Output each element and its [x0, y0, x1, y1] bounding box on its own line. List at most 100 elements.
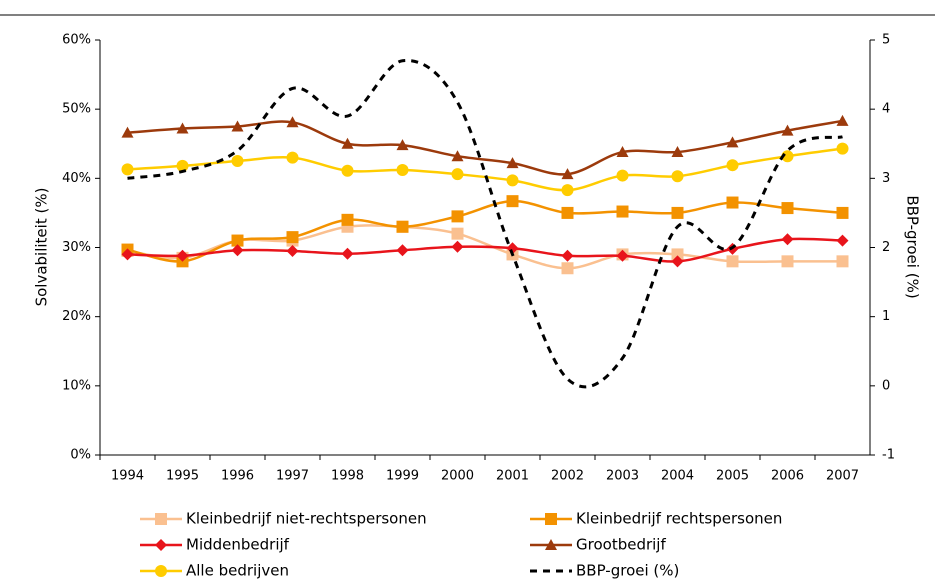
x-tick-label: 2004	[661, 469, 694, 484]
data-point	[286, 116, 299, 128]
y-tick-label: 30%	[62, 240, 91, 255]
data-point	[231, 244, 244, 257]
y-tick-label: 20%	[62, 309, 91, 324]
data-point	[836, 234, 849, 247]
legend-marker	[155, 513, 167, 525]
x-tick-label: 1995	[166, 469, 199, 484]
data-point	[451, 227, 464, 240]
data-point	[836, 206, 849, 219]
y-tick-label: 60%	[62, 33, 91, 48]
data-point	[121, 248, 134, 261]
data-point	[726, 255, 739, 268]
data-point	[176, 159, 189, 172]
x-tick-label: 1998	[331, 469, 364, 484]
data-point	[506, 174, 519, 187]
data-point	[836, 142, 849, 155]
data-point	[451, 150, 464, 162]
data-point	[121, 126, 134, 138]
data-point	[671, 170, 684, 183]
y2-tick-label: 0	[882, 378, 890, 393]
x-tick-label: 2000	[441, 469, 474, 484]
data-point	[396, 220, 409, 233]
data-point	[341, 137, 354, 149]
data-point	[781, 124, 794, 136]
x-tick-label: 2001	[496, 469, 529, 484]
data-point	[726, 136, 739, 148]
legend-label: Middenbedrijf	[186, 536, 290, 554]
data-point	[176, 249, 189, 262]
y-tick-label: 10%	[62, 378, 91, 393]
y2-tick-label: 3	[882, 171, 890, 186]
data-point	[341, 213, 354, 226]
data-point	[726, 196, 739, 209]
data-point	[506, 157, 519, 169]
data-point	[451, 240, 464, 253]
legend-label: Kleinbedrijf rechtspersonen	[576, 510, 782, 528]
y2-tick-label: -1	[882, 448, 895, 463]
y2-tick-label: 1	[882, 309, 890, 324]
y2-tick-label: 4	[882, 102, 890, 117]
data-point	[616, 249, 629, 262]
x-tick-label: 2003	[606, 469, 639, 484]
series-line	[127, 59, 843, 389]
x-tick-label: 2005	[716, 469, 749, 484]
y-tick-label: 40%	[62, 171, 91, 186]
x-tick-label: 1999	[386, 469, 419, 484]
legend-label: Alle bedrijven	[186, 562, 289, 580]
data-point	[231, 120, 244, 132]
data-point	[396, 139, 409, 151]
y2-tick-label: 2	[882, 240, 890, 255]
x-tick-label: 1997	[276, 469, 309, 484]
data-point	[231, 234, 244, 247]
data-point	[121, 163, 134, 176]
data-point	[396, 244, 409, 257]
data-point	[176, 122, 189, 134]
x-tick-label: 2007	[826, 469, 859, 484]
data-point	[341, 164, 354, 177]
data-point	[836, 255, 849, 268]
data-point	[506, 195, 519, 208]
data-point	[231, 155, 244, 168]
data-point	[726, 159, 739, 172]
data-point	[286, 231, 299, 244]
data-point	[781, 150, 794, 163]
legend-label: BBP-groei (%)	[576, 562, 679, 580]
x-tick-label: 1994	[111, 469, 144, 484]
y2-tick-label: 5	[882, 33, 890, 48]
data-point	[451, 210, 464, 223]
data-point	[616, 205, 629, 218]
legend-label: Kleinbedrijf niet-rechtspersonen	[186, 510, 427, 528]
data-point	[781, 255, 794, 268]
y-axis-label: Solvabiliteit (%)	[33, 188, 51, 307]
data-point	[396, 164, 409, 177]
data-point	[561, 262, 574, 275]
data-point	[781, 233, 794, 246]
data-point	[561, 168, 574, 180]
data-point	[671, 248, 684, 261]
data-point	[671, 206, 684, 219]
data-point	[836, 114, 849, 126]
series-line	[127, 119, 843, 176]
data-point	[781, 202, 794, 215]
legend-label: Grootbedrijf	[576, 536, 666, 554]
data-point	[341, 247, 354, 260]
data-point	[616, 146, 629, 158]
x-tick-label: 2002	[551, 469, 584, 484]
data-point	[671, 146, 684, 158]
data-point	[561, 184, 574, 197]
data-point	[506, 242, 519, 255]
y-tick-label: 0%	[70, 448, 91, 463]
data-point	[671, 255, 684, 268]
data-point	[451, 168, 464, 181]
data-point	[561, 206, 574, 219]
data-point	[616, 169, 629, 182]
legend-marker	[155, 565, 167, 577]
y-tick-label: 50%	[62, 102, 91, 117]
x-tick-label: 1996	[221, 469, 254, 484]
legend-marker	[545, 539, 557, 550]
legend-marker	[545, 513, 557, 525]
data-point	[286, 244, 299, 257]
x-tick-label: 2006	[771, 469, 804, 484]
